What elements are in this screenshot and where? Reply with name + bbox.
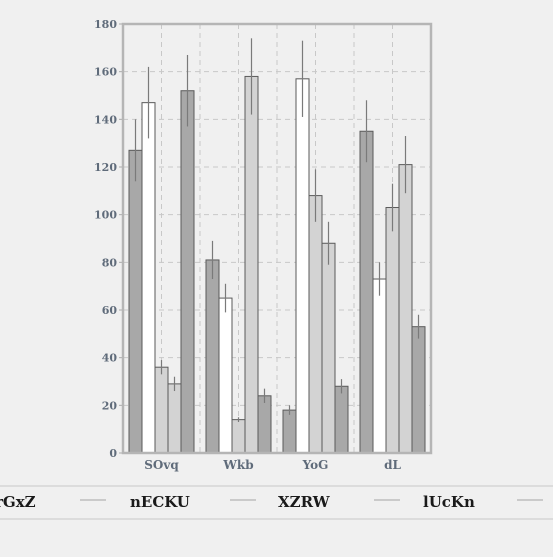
- y-tick-label: 120: [94, 161, 117, 174]
- bar: [359, 130, 374, 454]
- y-tick-label: 40: [102, 352, 118, 365]
- legend-label[interactable]: nECKU: [130, 493, 190, 511]
- bar: [128, 149, 143, 454]
- y-tick-label: 80: [102, 256, 118, 269]
- bar: [385, 207, 400, 454]
- legend-label[interactable]: lUcKn: [423, 493, 475, 511]
- x-tick-label: Wkb: [222, 458, 253, 472]
- bar: [257, 395, 272, 454]
- y-tick-label: 100: [94, 209, 117, 222]
- y-tick-label: 60: [102, 304, 118, 317]
- bar: [218, 297, 233, 454]
- bar: [321, 242, 336, 454]
- y-tick-label: 140: [94, 113, 117, 126]
- legend-label[interactable]: XZRW: [278, 493, 331, 511]
- bar: [372, 278, 387, 454]
- bar: [308, 195, 323, 454]
- x-tick-label: SOvq: [144, 458, 179, 472]
- plot-frame: [121, 22, 433, 455]
- bar: [411, 326, 426, 454]
- bar: [205, 259, 220, 454]
- bar: [231, 419, 246, 454]
- bar: [180, 90, 195, 454]
- bar: [334, 385, 349, 454]
- x-tick-label: dL: [384, 458, 401, 472]
- y-tick-label: 0: [109, 447, 117, 460]
- bar: [154, 366, 169, 454]
- x-tick-label: YoG: [302, 458, 329, 472]
- legend-label[interactable]: rGxZ: [0, 493, 36, 511]
- bar: [295, 78, 310, 454]
- bar: [244, 75, 259, 454]
- y-tick-label: 180: [94, 18, 117, 31]
- y-tick-label: 160: [94, 66, 117, 79]
- bar: [282, 409, 297, 454]
- bar: [167, 383, 182, 454]
- bar: [141, 102, 156, 454]
- bar: [398, 164, 413, 454]
- y-tick-label: 20: [102, 399, 118, 412]
